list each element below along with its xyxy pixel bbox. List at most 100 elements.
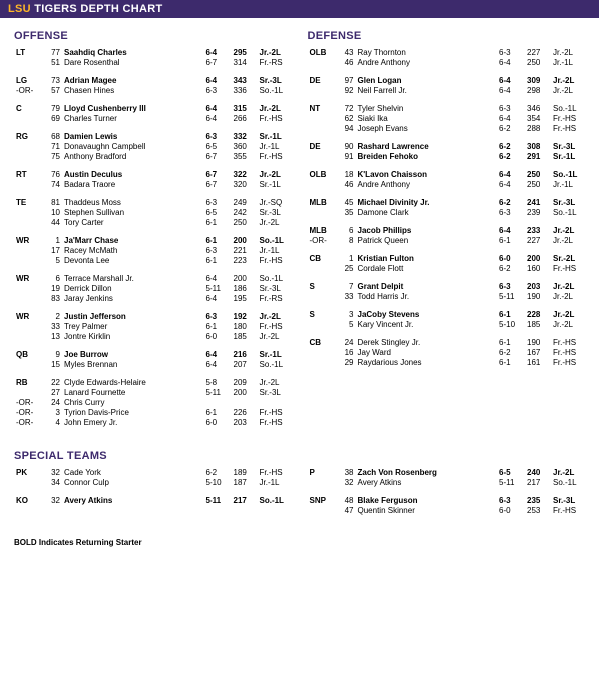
player-row: 46Andre Anthony6-4250Jr.-1L [308,58,586,68]
position-table: KO32Avery Atkins5-11217So.-1L [14,496,292,506]
player-weight: 315 [232,104,258,114]
player-class: Fr.-HS [551,264,585,274]
defense-header: DEFENSE [308,30,586,42]
player-class: Sr.-3L [258,208,292,218]
player-weight: 308 [525,142,551,152]
player-name: Saahdiq Charles [62,48,204,58]
player-class: Fr.-HS [551,358,585,368]
player-row: CB1Kristian Fulton6-0200Sr.-2L [308,254,586,264]
player-name: Connor Culp [62,478,204,488]
player-height: 5-10 [204,478,232,488]
player-row: OLB43Ray Thornton6-3227Jr.-2L [308,48,586,58]
jersey-number: 91 [338,152,356,162]
player-weight: 250 [525,180,551,190]
player-class: Fr.-HS [258,408,292,418]
jersey-number: 76 [44,170,62,180]
pos-label [14,388,44,398]
player-row: 83Jaray Jenkins6-4195Fr.-RS [14,294,292,304]
jersey-number: 45 [338,198,356,208]
pos-label [14,114,44,124]
player-weight: 200 [525,254,551,264]
player-row: 29Raydarious Jones6-1161Fr.-HS [308,358,586,368]
position-table: LG73Adrian Magee6-4343Sr.-3L-OR-57Chasen… [14,76,292,96]
pos-label: WR [14,312,44,322]
position-block: WR6Terrace Marshall Jr.6-4200So.-1L19Der… [14,274,292,304]
player-row: OLB18K'Lavon Chaisson6-4250So.-1L [308,170,586,180]
position-table: WR1Ja'Marr Chase6-1200So.-1L17Racey McMa… [14,236,292,266]
player-row: 13Jontre Kirklin6-0185Jr.-2L [14,332,292,342]
player-class: Jr.-1L [258,478,292,488]
jersey-number: 10 [44,208,62,218]
player-name: Grant Delpit [356,282,498,292]
jersey-number: 35 [338,208,356,218]
player-row: 17Racey McMath6-3221Jr.-1L [14,246,292,256]
player-weight: 355 [232,152,258,162]
pos-label: WR [14,274,44,284]
jersey-number: 47 [338,506,356,516]
position-block: OLB18K'Lavon Chaisson6-4250So.-1L46Andre… [308,170,586,190]
pos-label [308,264,338,274]
player-weight [232,398,258,408]
jersey-number: 27 [44,388,62,398]
jersey-number: 16 [338,348,356,358]
pos-label [308,478,338,488]
player-class: Sr.-1L [258,132,292,142]
player-weight: 161 [525,358,551,368]
player-row: NT72Tyler Shelvin6-3346So.-1L [308,104,586,114]
pos-label [14,58,44,68]
player-row: RB22Clyde Edwards-Helaire5-8209Jr.-2L [14,378,292,388]
player-weight: 195 [232,294,258,304]
position-table: WR2Justin Jefferson6-3192Jr.-2L33Trey Pa… [14,312,292,342]
position-block: CB24Derek Stingley Jr.6-1190Fr.-HS16Jay … [308,338,586,368]
player-class: Sr.-3L [551,496,585,506]
player-name: Terrace Marshall Jr. [62,274,204,284]
player-height: 6-4 [497,76,525,86]
player-name: Breiden Fehoko [356,152,498,162]
jersey-number: 68 [44,132,62,142]
player-class: Jr.-2L [258,312,292,322]
pos-label: OLB [308,48,338,58]
player-weight: 250 [525,170,551,180]
jersey-number: 2 [44,312,62,322]
pos-label: S [308,310,338,320]
offense-header: OFFENSE [14,30,292,42]
player-height: 6-4 [204,274,232,284]
position-table: TE81Thaddeus Moss6-3249Jr.-SQ10Stephen S… [14,198,292,228]
position-table: P38Zach Von Rosenberg6-5240Jr.-2L32Avery… [308,468,586,488]
pos-label: DE [308,142,338,152]
player-name: Anthony Bradford [62,152,204,162]
player-weight: 207 [232,360,258,370]
jersey-number: 38 [338,468,356,478]
player-class: Fr.-RS [258,294,292,304]
pos-label: QB [14,350,44,360]
player-row: -OR-8Patrick Queen6-1227Jr.-2L [308,236,586,246]
player-class: Sr.-3L [258,76,292,86]
player-class: Jr.-2L [258,218,292,228]
player-height: 6-0 [204,332,232,342]
player-class: So.-1L [258,236,292,246]
jersey-number: 6 [338,226,356,236]
player-weight: 288 [525,124,551,134]
jersey-number: 18 [338,170,356,180]
player-name: Kristian Fulton [356,254,498,264]
player-name: Lloyd Cushenberry III [62,104,204,114]
pos-label: -OR- [14,86,44,96]
player-row: -OR-4John Emery Jr.6-0203Fr.-HS [14,418,292,428]
player-weight: 180 [232,322,258,332]
player-name: Myles Brennan [62,360,204,370]
player-row: 34Connor Culp5-10187Jr.-1L [14,478,292,488]
jersey-number: 5 [44,256,62,266]
position-block: SNP48Blake Ferguson6-3235Sr.-3L47Quentin… [308,496,586,516]
jersey-number: 48 [338,496,356,506]
position-block: WR2Justin Jefferson6-3192Jr.-2L33Trey Pa… [14,312,292,342]
player-weight: 336 [232,86,258,96]
player-class: Fr.-HS [258,418,292,428]
player-weight: 192 [232,312,258,322]
player-row: MLB6Jacob Phillips6-4233Jr.-2L [308,226,586,236]
player-height: 6-4 [497,58,525,68]
player-height: 6-3 [204,246,232,256]
player-height: 6-4 [204,104,232,114]
player-name: Quentin Skinner [356,506,498,516]
special-right-col: P38Zach Von Rosenberg6-5240Jr.-2L32Avery… [308,468,586,524]
player-name: Neil Farrell Jr. [356,86,498,96]
